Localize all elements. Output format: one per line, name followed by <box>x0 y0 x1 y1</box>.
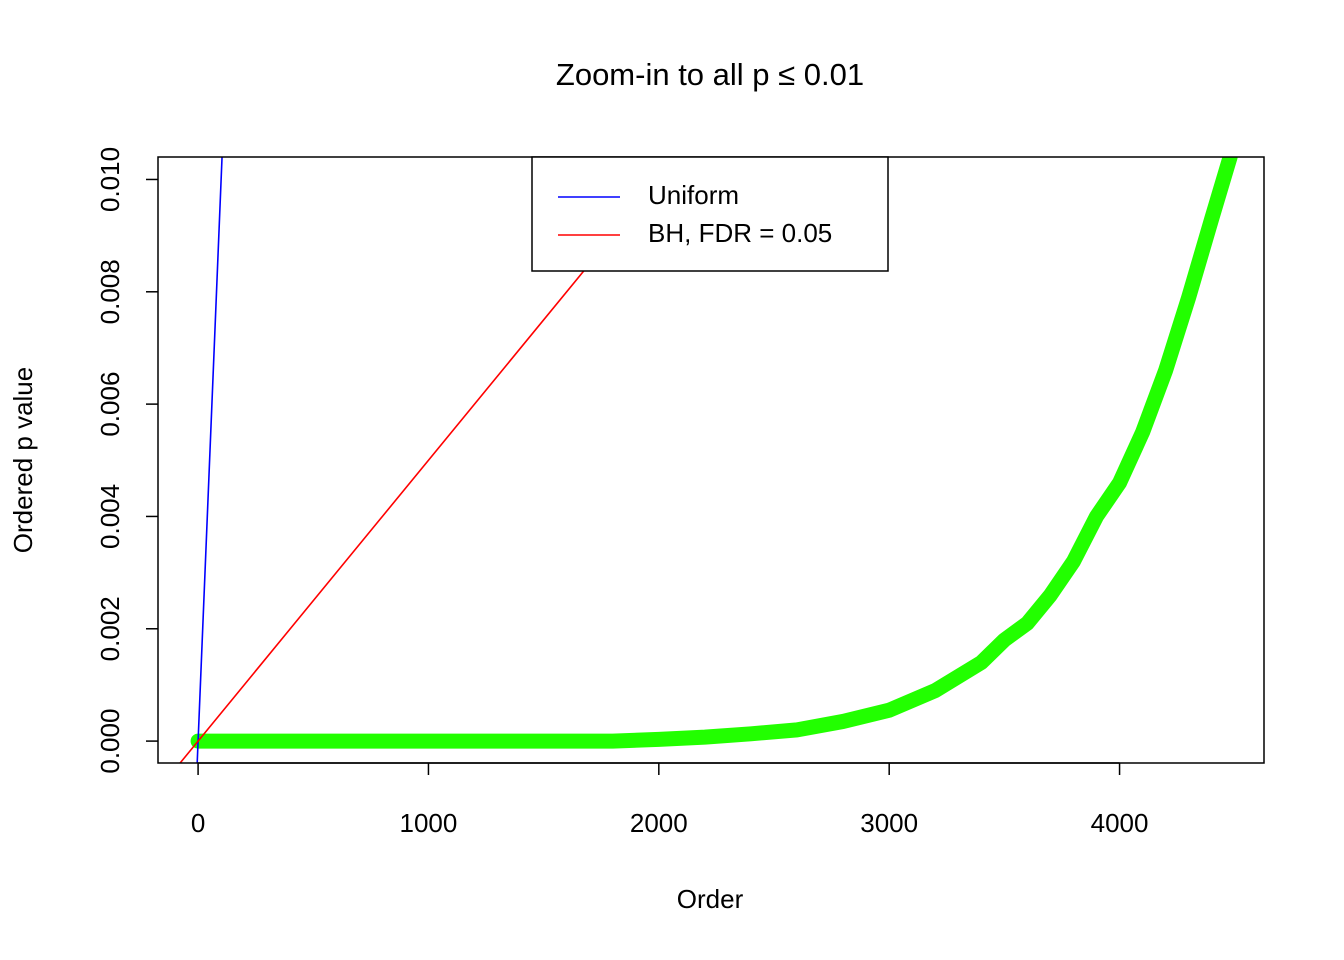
legend-label: Uniform <box>648 180 739 210</box>
legend-box <box>531 156 889 272</box>
x-tick-label: 4000 <box>1091 808 1149 838</box>
x-tick-label: 2000 <box>630 808 688 838</box>
x-tick-label: 1000 <box>400 808 458 838</box>
y-tick-label: 0.008 <box>95 259 125 324</box>
y-tick-label: 0.006 <box>95 372 125 437</box>
y-axis-label: Ordered p value <box>8 367 38 553</box>
x-tick-label: 0 <box>191 808 205 838</box>
x-axis-label: Order <box>677 884 744 914</box>
reference-line <box>196 157 223 763</box>
chart-title: Zoom-in to all p ≤ 0.01 <box>556 57 864 92</box>
y-tick-label: 0.010 <box>95 147 125 212</box>
y-tick-label: 0.000 <box>95 709 125 774</box>
y-tick-label: 0.004 <box>95 484 125 549</box>
legend-label: BH, FDR = 0.05 <box>648 218 832 248</box>
y-tick-label: 0.002 <box>95 596 125 661</box>
x-tick-label: 3000 <box>860 808 918 838</box>
p-value-curve <box>190 157 1238 749</box>
